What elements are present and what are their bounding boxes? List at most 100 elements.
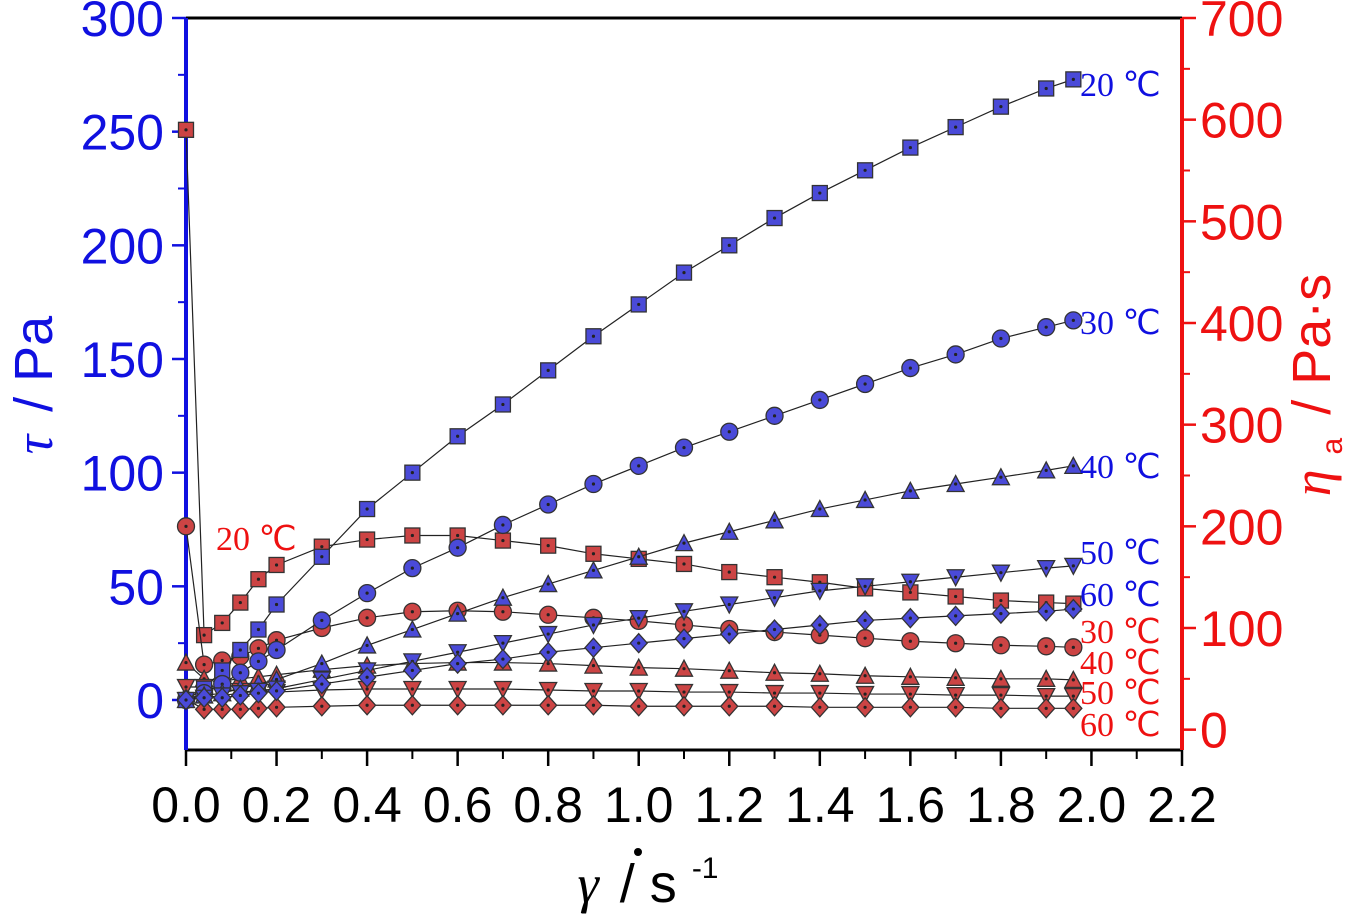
data-point-center xyxy=(546,632,550,636)
data-point-center xyxy=(954,614,958,618)
data-point-center xyxy=(772,414,777,418)
data-point-center xyxy=(365,687,369,691)
data-point-center xyxy=(202,663,206,667)
data-point-center xyxy=(220,658,224,663)
data-point-center xyxy=(274,648,279,652)
data-point-center xyxy=(591,568,596,573)
left-tick-label: 150 xyxy=(81,332,164,388)
data-point-center xyxy=(546,703,550,707)
x-axis-exponent: -1 xyxy=(692,852,719,885)
data-point-center xyxy=(320,555,324,559)
data-point-center xyxy=(637,616,641,620)
data-point-center xyxy=(863,705,867,709)
data-point-center xyxy=(365,591,369,595)
shear-stress-series xyxy=(176,557,1083,710)
data-point-center xyxy=(591,664,596,668)
series-labels: 20 ℃30 ℃40 ℃50 ℃60 ℃30 ℃40 ℃50 ℃60 ℃20 ℃ xyxy=(216,67,1161,744)
x-axis-label: γ / s -1 xyxy=(577,852,718,914)
data-point-center xyxy=(456,546,460,550)
data-point-center xyxy=(682,446,686,450)
viscosity-series xyxy=(176,678,1083,707)
data-point-center xyxy=(908,145,912,150)
x-tick-label: 0.6 xyxy=(423,777,493,833)
data-point-center xyxy=(999,612,1003,616)
data-point-center xyxy=(999,336,1003,341)
data-point-center xyxy=(410,668,414,673)
data-point-center xyxy=(184,128,188,132)
x-tick-label: 0.0 xyxy=(151,777,221,833)
data-point-center xyxy=(637,641,641,645)
right-tick-label: 600 xyxy=(1200,93,1283,149)
data-point-center xyxy=(772,627,777,632)
right-tick-label: 500 xyxy=(1200,194,1283,250)
data-point-center xyxy=(999,475,1003,479)
data-point-center xyxy=(999,677,1003,681)
data-point-center xyxy=(818,672,822,676)
x-axis-ticks: 0.0 0.2 0.4 0.6 0.8 1.0 1.2 1.4 1.6 1.8 2.0 2.2 xyxy=(151,750,1217,833)
data-point-center xyxy=(863,674,867,678)
data-point-center xyxy=(1071,694,1075,698)
data-point-center xyxy=(274,689,279,693)
data-point-center xyxy=(1044,468,1048,472)
data-point-center xyxy=(1071,706,1075,710)
data-point-center xyxy=(238,600,242,605)
data-point-center xyxy=(637,689,641,693)
data-point-center xyxy=(320,704,324,708)
data-point-center xyxy=(818,507,822,511)
data-point-center xyxy=(818,691,822,695)
data-point-center xyxy=(999,643,1003,647)
right-tick-label: 400 xyxy=(1200,296,1283,352)
data-point-center xyxy=(818,589,822,593)
data-point-center xyxy=(727,570,731,574)
data-point-center xyxy=(238,648,242,652)
data-point-center xyxy=(410,687,414,691)
shear-stress-series xyxy=(177,71,1082,709)
data-point-center xyxy=(908,675,912,679)
data-point-center xyxy=(1071,607,1075,611)
shear-stress-fit-line xyxy=(185,78,1074,701)
data-point-center xyxy=(772,704,777,708)
data-point-center xyxy=(410,471,414,475)
x-tick-label: 1.2 xyxy=(695,777,765,833)
data-point-center xyxy=(727,430,731,434)
data-point-center xyxy=(908,590,912,595)
data-point-center xyxy=(365,616,369,620)
data-point-center xyxy=(818,705,822,709)
data-point-center xyxy=(456,533,460,538)
data-point-center xyxy=(1044,706,1048,710)
viscosity-series-label: 50 ℃ xyxy=(1080,675,1161,712)
data-point-center xyxy=(365,703,369,707)
data-point-center xyxy=(863,382,867,386)
data-point-center xyxy=(954,676,958,680)
data-point-center xyxy=(863,618,867,623)
data-point-center xyxy=(546,661,550,666)
data-point-center xyxy=(591,552,596,556)
data-point-center xyxy=(591,703,596,707)
data-point-center xyxy=(591,623,596,627)
data-point-center xyxy=(1044,566,1048,570)
data-point-center xyxy=(202,696,206,700)
data-point-center xyxy=(863,168,867,172)
data-point-center xyxy=(1071,564,1075,568)
data-point-center xyxy=(1044,86,1048,91)
data-point-center xyxy=(546,688,550,692)
data-point-center xyxy=(954,693,958,697)
data-point-center xyxy=(999,571,1003,575)
data-point-center xyxy=(501,610,505,614)
data-point-center xyxy=(682,609,686,613)
data-point-center xyxy=(546,368,550,372)
data-point-center xyxy=(1044,677,1048,681)
data-point-center xyxy=(908,705,912,709)
x-tick-label: 0.2 xyxy=(242,777,312,833)
right-y-axis-unit: / Pa·s xyxy=(1282,274,1342,415)
data-point-center xyxy=(999,598,1003,603)
shear-stress-series-label: 30 ℃ xyxy=(1080,305,1161,342)
data-point-center xyxy=(682,637,686,641)
data-point-center xyxy=(320,662,324,666)
data-point-center xyxy=(456,687,460,691)
data-point-center xyxy=(954,705,958,709)
data-point-center xyxy=(682,690,686,694)
data-point-center xyxy=(1071,645,1075,649)
data-point-center xyxy=(256,646,261,650)
